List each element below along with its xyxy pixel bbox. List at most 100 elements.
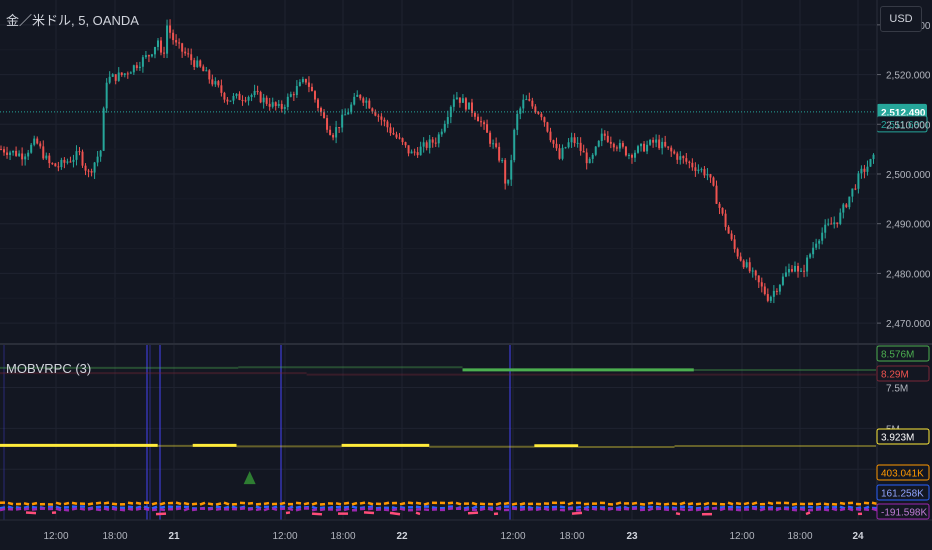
candle-body [437,134,440,144]
indicator-dash [247,507,254,511]
indicator-dash [703,501,710,506]
indicator-dash [95,508,102,512]
candle-body [350,104,353,113]
indicator-dash [399,507,406,512]
candle-body [489,132,492,144]
indicator-dash [223,505,230,510]
indicator-value-tag [876,503,930,520]
candle-body [241,99,244,101]
candle-body [697,169,700,171]
indicator-dash [263,507,270,512]
candle-body [250,94,253,98]
indicator-dash [727,505,734,509]
indicator-value-tag [876,464,930,481]
indicator-dash [343,501,350,505]
indicator-dash [119,508,126,512]
time-tick-label: 22 [396,531,408,542]
indicator-dash [767,501,774,506]
indicator-dash [127,501,134,505]
candle-body [335,127,338,138]
indicator-value-label: 161.258K [881,489,924,500]
indicator-dash [775,507,782,512]
indicator-dash [407,501,414,505]
candle-body [153,46,156,55]
candle-body [407,145,410,154]
candle-body [69,161,72,163]
indicator-dash [519,507,526,512]
candle-body [848,196,851,208]
candle-body [362,98,365,103]
indicator-dash [415,501,422,505]
candle-body [356,94,359,97]
indicator-dash [183,501,190,506]
candle-body [661,141,664,149]
candle-body [353,96,356,105]
candle-body [775,290,778,292]
candle-body [163,52,166,54]
candle-body [537,112,540,114]
candle-body [99,150,102,157]
time-tick-label: 18:00 [102,531,127,542]
candle-body [196,60,199,67]
indicator-dash [255,507,262,512]
candle-body [39,143,42,147]
indicator-dash [23,502,30,506]
candle-body [144,55,147,58]
indicator-dash [687,508,694,512]
candle-body [271,102,274,107]
candle-body [105,82,108,109]
candle-body [181,43,184,52]
indicator-value-tag [876,484,930,501]
time-tick-label: 12:00 [272,531,297,542]
candle-body [627,154,630,156]
candle-body [175,40,178,43]
candle-body [259,92,262,103]
indicator-dash [311,512,323,516]
candle-body [712,177,715,186]
candle-body [156,40,159,47]
indicator-dash [311,501,318,506]
candle-body [709,174,712,178]
candle-body [425,142,428,148]
indicator-dash [647,505,654,509]
candle-body [591,154,594,159]
indicator-dash [63,508,70,512]
candle-body [443,123,446,132]
candle-body [15,150,18,156]
candle-body [549,131,552,141]
currency-button[interactable]: USD [880,6,922,32]
candle-body [751,270,754,272]
candle-body [573,137,576,144]
candle-body [27,152,30,157]
candle-body [72,159,75,162]
indicator-title[interactable]: MOBVRPC (3) [6,361,92,376]
candle-body [498,146,501,161]
indicator-dash [583,507,590,512]
time-tick-label: 21 [168,531,180,542]
indicator-dash [743,505,750,509]
candle-body [495,143,498,147]
candle-body [492,143,495,145]
candle-body [235,93,238,96]
indicator-dash [791,505,798,510]
indicator-dash [571,511,583,515]
indicator-dash [415,511,421,516]
candle-body [624,146,627,156]
candle-body [467,102,470,110]
candle-body [452,99,455,107]
indicator-dash [55,505,62,510]
symbol-title[interactable]: 金／米ドル, 5, OANDA [6,13,139,28]
candle-body [555,143,558,149]
candle-body [655,139,658,143]
candle-body [51,163,54,165]
indicator-dash [855,507,862,512]
indicator-dash [415,505,422,509]
candle-body [199,60,202,67]
candle-body [81,151,84,166]
candle-body [784,272,787,277]
indicator-dash [423,501,430,506]
indicator-dash [367,507,374,511]
candle-body [797,265,800,272]
